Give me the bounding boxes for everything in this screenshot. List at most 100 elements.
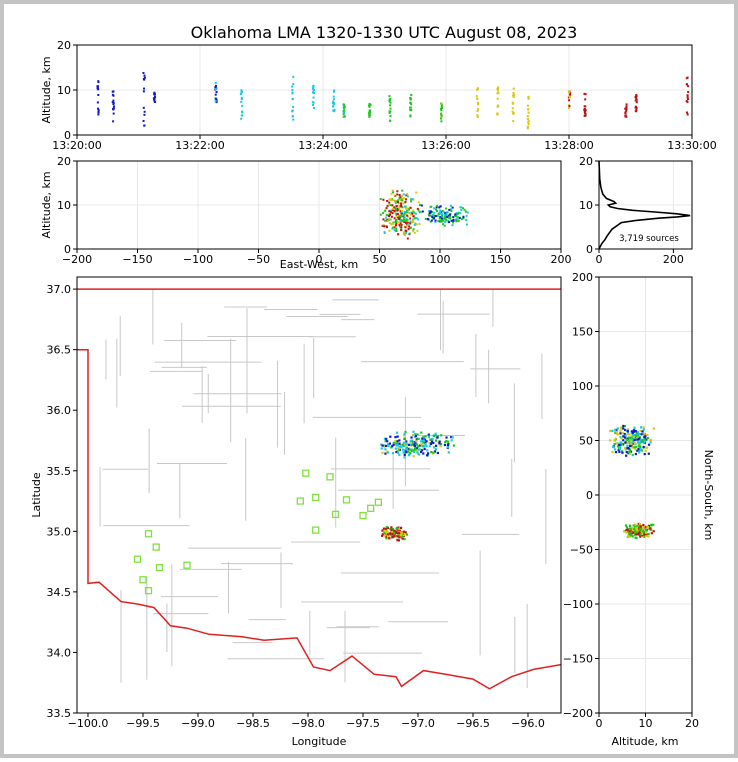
source-point [395, 229, 398, 232]
source-point [153, 100, 156, 103]
source-point [417, 453, 421, 456]
source-point [401, 189, 404, 192]
source-point [404, 430, 407, 434]
source-point [388, 119, 391, 122]
source-point [143, 87, 146, 90]
source-point [313, 106, 316, 109]
source-point [652, 427, 656, 430]
source-point [644, 435, 647, 438]
source-point [446, 440, 450, 443]
source-point [463, 208, 466, 211]
source-point [399, 215, 402, 218]
source-point [383, 531, 386, 535]
source-point [396, 209, 399, 212]
source-point [112, 120, 115, 123]
altitude-time-sources [96, 71, 690, 130]
source-point [436, 436, 439, 439]
source-point [112, 105, 115, 108]
source-point [462, 207, 465, 210]
source-point [440, 217, 443, 220]
time-tick-label: 13:24:00 [298, 139, 347, 152]
source-point [636, 431, 639, 434]
source-point [403, 437, 406, 440]
source-point [112, 103, 115, 106]
source-point [404, 226, 407, 229]
source-point [686, 94, 689, 97]
source-point [332, 95, 335, 98]
source-point [401, 219, 404, 222]
source-point [388, 217, 391, 220]
source-point [413, 450, 416, 454]
source-point [393, 529, 396, 532]
source-point [446, 446, 449, 449]
source-point [446, 444, 450, 447]
source-point [434, 215, 437, 218]
source-point [497, 91, 500, 94]
source-point [527, 97, 530, 100]
source-point [619, 432, 622, 435]
source-point [615, 442, 618, 445]
source-point [386, 204, 389, 207]
source-point [408, 232, 411, 235]
source-point [401, 197, 404, 200]
eastwest-tick-label: 50 [373, 253, 387, 266]
source-point [384, 527, 388, 530]
source-point [399, 210, 402, 213]
source-point [634, 99, 637, 102]
source-point [622, 439, 625, 442]
source-point [291, 109, 294, 112]
station-marker [312, 526, 320, 534]
source-point [445, 218, 448, 221]
source-point [569, 92, 572, 95]
source-point [394, 201, 397, 204]
source-point [625, 437, 628, 440]
source-point [389, 218, 392, 221]
source-point [628, 450, 631, 453]
source-point [111, 93, 114, 96]
longitude-tick-label: −98.0 [291, 717, 325, 730]
source-point [444, 213, 447, 216]
source-point [413, 223, 416, 226]
source-point [642, 523, 645, 527]
source-point [512, 95, 515, 98]
source-point [412, 218, 415, 221]
source-point [454, 213, 457, 216]
source-point [407, 454, 411, 457]
altitude-eastwest-panel: −200 −150 −100 −50 0 50 100 150 200 0 10 20 Altitud… [40, 155, 572, 271]
source-point [386, 220, 389, 223]
source-point [449, 217, 452, 220]
source-point [633, 426, 636, 429]
altitude-tick-label: 20 [57, 155, 71, 168]
source-point [622, 443, 625, 446]
source-point [389, 204, 392, 207]
source-point [397, 233, 400, 236]
source-point [402, 434, 406, 437]
source-point [451, 436, 454, 439]
source-point [396, 535, 399, 538]
source-point [402, 231, 405, 234]
source-point [511, 110, 514, 113]
source-point [455, 220, 458, 223]
time-tick-label: 13:30:00 [667, 139, 716, 152]
longitude-tick-label: −99.0 [181, 717, 215, 730]
source-point [455, 212, 458, 215]
source-point [646, 433, 649, 437]
source-point [444, 441, 447, 444]
source-point [635, 432, 638, 435]
source-point [343, 105, 346, 108]
source-point [497, 104, 500, 107]
source-point [440, 114, 443, 117]
source-point [96, 87, 99, 90]
source-point [642, 426, 645, 429]
source-point [291, 115, 294, 118]
source-point [647, 535, 650, 538]
altitude-histogram-panel: 0 200 0 10 20 3,719 sources [579, 155, 693, 266]
lma-stations [133, 469, 383, 595]
source-point [627, 447, 630, 450]
source-point [422, 439, 425, 442]
source-point [398, 442, 401, 445]
source-point [333, 98, 336, 101]
source-point [401, 206, 404, 209]
source-point [382, 224, 385, 227]
source-point [626, 433, 629, 436]
